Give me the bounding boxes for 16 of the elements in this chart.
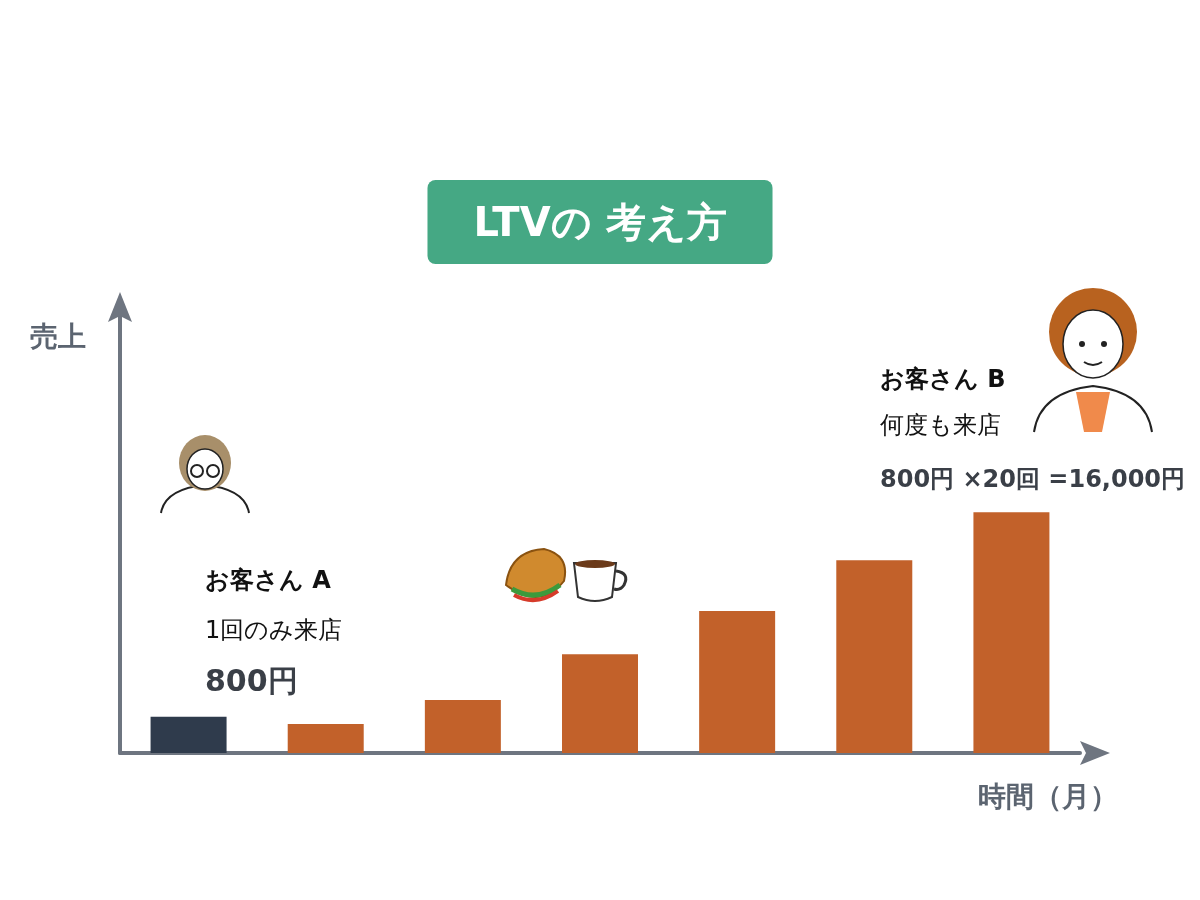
- bar: [836, 560, 913, 753]
- text: 売上: [30, 319, 86, 353]
- text: 何度も来店: [880, 411, 1001, 439]
- annotation: 1回のみ来店: [204, 616, 343, 644]
- text: お客さん B: [880, 365, 1006, 393]
- bar: [287, 724, 364, 753]
- annotation: 800円: [205, 662, 298, 698]
- text: 800円 ×20回 =16,000円: [880, 465, 1186, 493]
- bar: [150, 716, 227, 753]
- bar: [424, 700, 501, 753]
- annotation: お客さん A: [205, 566, 332, 594]
- bar: [562, 654, 638, 753]
- bar: [699, 610, 776, 753]
- x-axis-title: 時間（月）: [978, 779, 1118, 813]
- chart-title: LTVの 考え方: [473, 199, 727, 245]
- bar: [973, 512, 1050, 753]
